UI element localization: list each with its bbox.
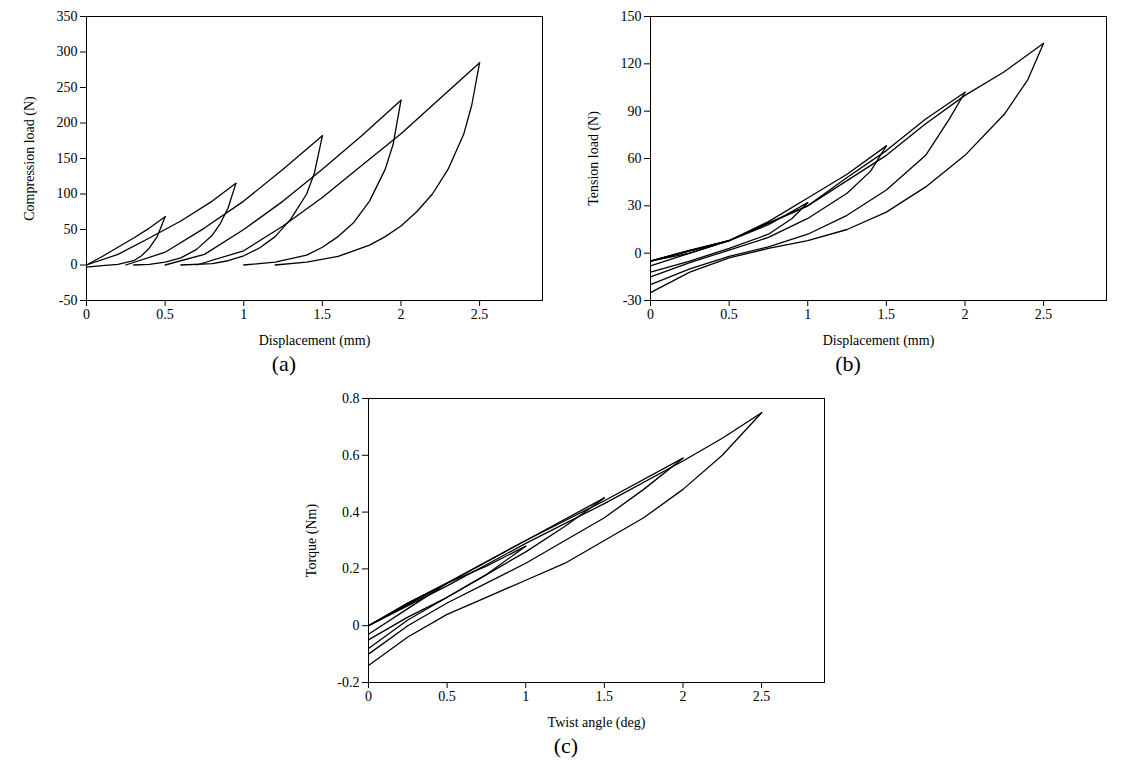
svg-text:2.5: 2.5 bbox=[753, 689, 771, 704]
svg-text:2: 2 bbox=[397, 307, 404, 322]
html-text:(c): (c) bbox=[553, 733, 579, 758]
svg-text:Twist angle (deg): Twist angle (deg) bbox=[548, 715, 646, 731]
svg-text:0: 0 bbox=[83, 307, 90, 322]
svg-text:1.5: 1.5 bbox=[878, 307, 896, 322]
svg-text:350: 350 bbox=[57, 9, 78, 24]
svg-text:60: 60 bbox=[628, 151, 642, 166]
svg-text:0.4: 0.4 bbox=[342, 505, 360, 520]
svg-text:200: 200 bbox=[57, 115, 78, 130]
html-text:(b): (b) bbox=[835, 351, 861, 376]
svg-text:2.5: 2.5 bbox=[1035, 307, 1053, 322]
svg-text:0: 0 bbox=[365, 689, 372, 704]
svg-text:300: 300 bbox=[57, 44, 78, 59]
svg-text:0.5: 0.5 bbox=[438, 689, 456, 704]
svg-text:0: 0 bbox=[71, 257, 78, 272]
svg-text:90: 90 bbox=[628, 104, 642, 119]
svg-text:Compression load (N): Compression load (N) bbox=[22, 96, 38, 221]
svg-text:0: 0 bbox=[647, 307, 654, 322]
svg-text:250: 250 bbox=[57, 80, 78, 95]
svg-text:Tension load (N): Tension load (N) bbox=[586, 111, 602, 206]
svg-text:Displacement (mm): Displacement (mm) bbox=[259, 333, 371, 349]
svg-text:150: 150 bbox=[57, 151, 78, 166]
svg-text:100: 100 bbox=[57, 186, 78, 201]
svg-text:2.5: 2.5 bbox=[471, 307, 489, 322]
svg-text:0: 0 bbox=[635, 246, 642, 261]
svg-text:150: 150 bbox=[621, 9, 642, 24]
svg-text:0.8: 0.8 bbox=[342, 391, 360, 406]
svg-text:2: 2 bbox=[961, 307, 968, 322]
svg-text:0.5: 0.5 bbox=[720, 307, 738, 322]
svg-text:0.5: 0.5 bbox=[156, 307, 174, 322]
svg-text:0.2: 0.2 bbox=[342, 561, 360, 576]
svg-text:120: 120 bbox=[621, 56, 642, 71]
html-text:(a): (a) bbox=[271, 351, 297, 376]
svg-text:Torque (Nm): Torque (Nm) bbox=[304, 504, 320, 578]
svg-text:1: 1 bbox=[240, 307, 247, 322]
svg-text:30: 30 bbox=[628, 198, 642, 213]
svg-text:0: 0 bbox=[353, 618, 360, 633]
svg-text:1.5: 1.5 bbox=[314, 307, 332, 322]
svg-text:1: 1 bbox=[804, 307, 811, 322]
svg-text:Displacement (mm): Displacement (mm) bbox=[823, 333, 935, 349]
svg-text:2: 2 bbox=[679, 689, 686, 704]
svg-text:50: 50 bbox=[64, 222, 78, 237]
svg-text:-50: -50 bbox=[59, 293, 78, 308]
svg-text:1: 1 bbox=[522, 689, 529, 704]
svg-text:-0.2: -0.2 bbox=[337, 675, 359, 690]
svg-text:1.5: 1.5 bbox=[596, 689, 614, 704]
svg-text:0.6: 0.6 bbox=[342, 448, 360, 463]
svg-text:-30: -30 bbox=[623, 293, 642, 308]
